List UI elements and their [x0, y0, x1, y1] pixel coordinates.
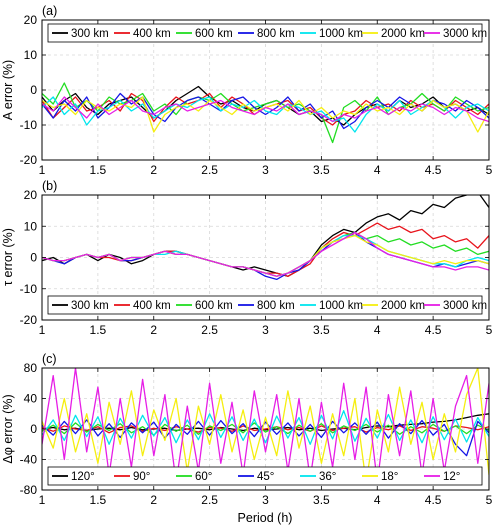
x-tick-label: 1 [39, 323, 46, 337]
series-layer-b [42, 195, 489, 281]
panel-label-b: (b) [42, 179, 57, 193]
panel-label-c: (c) [42, 352, 57, 366]
x-tick-label: 5 [486, 493, 493, 507]
x-tick-label: 5 [486, 163, 493, 177]
legend-label: 2000 km [381, 28, 425, 40]
legend-label: 300 km [71, 300, 109, 312]
y-tick-label: 0 [30, 83, 37, 97]
x-tick-label: 3.5 [313, 163, 330, 177]
x-tick-label: 4 [374, 163, 381, 177]
legend-label: 1000 km [319, 28, 363, 40]
y-axis-title-a: A error (%) [1, 60, 15, 120]
x-tick-label: 1 [39, 493, 46, 507]
legend-box [47, 295, 483, 315]
y-axis-title-c: Δφ error (%) [1, 394, 15, 463]
x-tick-label: 3.5 [313, 323, 330, 337]
legend-label: 1000 km [319, 300, 363, 312]
legend-label: 120° [71, 471, 95, 483]
grid-a [42, 20, 489, 160]
x-tick-label: 1 [39, 163, 46, 177]
y-tick-label: 10 [24, 219, 38, 233]
y-tick-label: 80 [24, 361, 38, 375]
legend-label: 3000 km [443, 28, 487, 40]
x-tick-label: 3 [262, 323, 269, 337]
legend-label: 45° [257, 471, 274, 483]
ticks-c: 1 1.5 2 2.5 3 3.5 4 4.5 5 -80 -40 0 40 80 [20, 361, 493, 507]
y-tick-label: 0 [30, 251, 37, 265]
legend-label: 90° [133, 471, 150, 483]
y-tick-label: 20 [24, 13, 38, 27]
y-tick-label: -20 [20, 313, 38, 327]
x-tick-label: 4 [374, 493, 381, 507]
x-tick-label: 2 [150, 493, 157, 507]
legend-label: 2000 km [381, 300, 425, 312]
legend-label: 800 km [257, 300, 295, 312]
series-line [42, 96, 489, 123]
y-tick-label: 40 [24, 392, 38, 406]
legend-label: 36° [319, 471, 336, 483]
series-line [42, 231, 489, 277]
legend-label: 18° [381, 471, 398, 483]
series-line [42, 368, 489, 484]
panel-c: (c) 1 1.5 2 2.5 3 3.5 4 4.5 5 -80 -40 0 40 80 Δφ erro… [1, 352, 493, 525]
y-tick-label: 20 [24, 188, 38, 202]
series-line [42, 82, 489, 144]
legend-label: 300 km [71, 28, 109, 40]
legend-label: 600 km [195, 28, 233, 40]
y-tick-label: -10 [20, 282, 38, 296]
series-line [42, 195, 489, 277]
x-tick-label: 2.5 [201, 163, 218, 177]
legend-b: 300 km 400 km 600 km 800 km 1000 km 2000 km 30… [47, 295, 487, 315]
panel-label-a: (a) [42, 4, 57, 18]
ticks-b: 1 1.5 2 2.5 3 3.5 4 4.5 5 -20 -10 0 10 20 [20, 188, 493, 337]
x-tick-label: 2 [150, 323, 157, 337]
series-line [42, 96, 489, 133]
x-axis-title: Period (h) [238, 511, 293, 525]
legend-c: 120° 90° 60° 45° 36° 18° 12° [47, 466, 483, 486]
x-tick-label: 1.5 [90, 163, 107, 177]
x-tick-label: 2.5 [201, 493, 218, 507]
legend-label: 60° [195, 471, 212, 483]
legend-label: 400 km [133, 28, 171, 40]
y-tick-label: 0 [30, 422, 37, 436]
x-tick-label: 3 [262, 493, 269, 507]
ticks-a: 1 1.5 2 2.5 3 3.5 4 4.5 5 -20 -10 0 10 20 [20, 13, 493, 177]
x-tick-label: 4 [374, 323, 381, 337]
legend-label: 400 km [133, 300, 171, 312]
x-tick-label: 3.5 [313, 493, 330, 507]
y-tick-label: 10 [24, 48, 38, 62]
legend-a: 300 km 400 km 600 km 800 km 1000 km 2000 km 30… [47, 23, 487, 43]
x-tick-label: 1.5 [90, 493, 107, 507]
legend-label: 3000 km [443, 300, 487, 312]
x-tick-label: 4.5 [425, 493, 442, 507]
panel-b: (b) 1 1.5 2 2.5 3 3.5 4 4.5 5 -20 -10 0 10 20 τ error… [1, 179, 493, 337]
x-tick-label: 3 [262, 163, 269, 177]
x-tick-label: 4.5 [425, 163, 442, 177]
series-layer-c [42, 368, 489, 484]
legend-box [47, 466, 483, 486]
series-line [42, 368, 489, 484]
x-tick-label: 2 [150, 163, 157, 177]
legend-label: 600 km [195, 300, 233, 312]
y-tick-label: -10 [20, 118, 38, 132]
series-layer-a [42, 82, 489, 144]
y-axis-title-b: τ error (%) [1, 228, 15, 286]
legend-box [47, 23, 483, 43]
legend-label: 12° [443, 471, 460, 483]
panel-a: (a) 1 1.5 2 2.5 3 3.5 4 4.5 5 -20 -10 0 10 20 A error… [1, 4, 493, 177]
x-tick-label: 1.5 [90, 323, 107, 337]
x-tick-label: 2.5 [201, 323, 218, 337]
y-tick-label: -20 [20, 153, 38, 167]
x-tick-label: 5 [486, 323, 493, 337]
y-tick-label: -80 [20, 483, 38, 497]
y-tick-label: -40 [20, 453, 38, 467]
legend-label: 800 km [257, 28, 295, 40]
x-tick-label: 4.5 [425, 323, 442, 337]
